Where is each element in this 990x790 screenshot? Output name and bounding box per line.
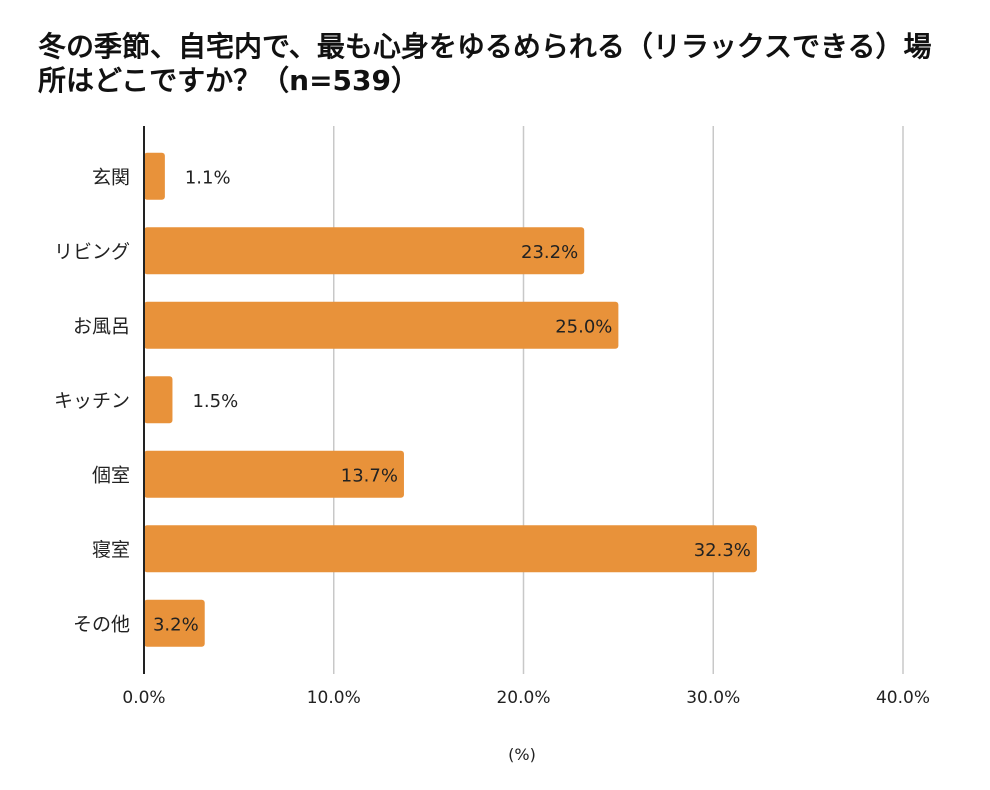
bar — [144, 599, 205, 647]
x-tick-label: 30.0% — [686, 688, 740, 708]
category-label: リビング — [54, 241, 130, 263]
data-label: 25.0% — [555, 316, 612, 337]
category-label: 玄関 — [92, 166, 130, 188]
bar — [144, 376, 173, 424]
chart-title: 冬の季節、自宅内で、最も心身をゆるめられる（リラックスできる）場所はどこですか？… — [38, 30, 932, 97]
data-label: 3.2% — [153, 614, 199, 635]
grid-lines — [333, 126, 904, 674]
x-tick-label: 40.0% — [876, 688, 930, 708]
x-tick-label: 10.0% — [307, 688, 361, 708]
category-label: お風呂 — [73, 315, 130, 337]
bar — [144, 152, 165, 200]
data-label: 23.2% — [521, 242, 578, 263]
bar — [144, 301, 619, 349]
data-label: 13.7% — [341, 465, 398, 486]
labels: 0.0% 10.0% 20.0% 30.0% 40.0% 玄関 1.1% リビング 23.2% お… — [54, 166, 930, 764]
data-label: 1.1% — [185, 167, 231, 188]
bars — [144, 152, 757, 647]
bar — [144, 525, 757, 573]
category-label: 個室 — [92, 464, 130, 486]
category-label: キッチン — [54, 390, 130, 412]
data-label: 32.3% — [694, 540, 751, 561]
bar — [144, 227, 585, 275]
category-label: 寝室 — [92, 539, 130, 561]
x-tick-label: 0.0% — [122, 688, 165, 708]
x-tick-label: 20.0% — [496, 688, 550, 708]
data-label: 1.5% — [192, 391, 238, 412]
x-axis-title: (%) — [508, 745, 536, 764]
bar — [144, 450, 404, 498]
category-label: その他 — [73, 613, 130, 635]
